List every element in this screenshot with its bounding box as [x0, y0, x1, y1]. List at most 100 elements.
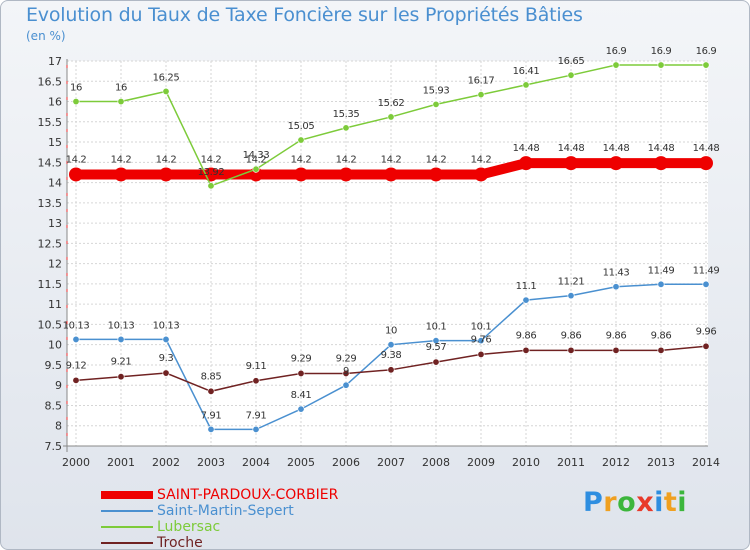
data-label-saint-pardoux-corbier: 14.48	[693, 143, 720, 154]
data-label-troche: 9.38	[381, 350, 402, 361]
data-point-saint-martin-sepert	[567, 292, 575, 300]
data-point-saint-martin-sepert	[162, 335, 170, 343]
x-tick-label: 2000	[62, 456, 90, 469]
data-point-troche	[297, 369, 305, 377]
data-point-lubersac	[342, 124, 350, 132]
data-point-lubersac	[117, 98, 125, 106]
y-tick-label: 15	[48, 136, 62, 149]
x-tick-label: 2012	[602, 456, 630, 469]
data-point-saint-pardoux-corbier	[519, 156, 533, 171]
data-point-troche	[657, 346, 665, 354]
data-point-lubersac	[252, 165, 260, 173]
data-point-saint-martin-sepert	[117, 335, 125, 343]
y-tick-label: 14.5	[38, 156, 63, 169]
x-tick-label: 2006	[332, 456, 360, 469]
y-tick-label: 8	[55, 420, 62, 433]
data-label-lubersac: 16.65	[558, 56, 585, 67]
data-label-saint-martin-sepert: 11.49	[648, 265, 675, 276]
x-tick-label: 2008	[422, 456, 450, 469]
data-label-lubersac: 16.9	[606, 46, 627, 57]
data-point-lubersac	[162, 87, 170, 95]
unit-label: (en %)	[26, 29, 66, 43]
data-label-troche: 9.57	[426, 342, 447, 353]
legend-label: Saint-Martin-Sepert	[157, 503, 294, 519]
data-label-troche: 9.29	[336, 353, 357, 364]
data-point-saint-pardoux-corbier	[609, 156, 623, 171]
y-tick-label: 12	[48, 258, 62, 271]
x-tick-label: 2007	[377, 456, 405, 469]
data-label-saint-pardoux-corbier: 14.2	[336, 154, 357, 165]
data-point-saint-pardoux-corbier	[69, 167, 83, 182]
data-label-saint-martin-sepert: 11.21	[558, 277, 585, 288]
y-tick-label: 10	[48, 339, 62, 352]
y-tick-label: 9	[55, 379, 62, 392]
data-label-lubersac: 15.05	[288, 121, 315, 132]
proxiti-logo: Proxiti	[583, 487, 687, 518]
data-label-lubersac: 16.17	[468, 76, 495, 87]
data-label-saint-pardoux-corbier: 14.2	[291, 154, 312, 165]
data-label-lubersac: 16.41	[513, 66, 540, 77]
data-point-saint-pardoux-corbier	[429, 167, 443, 182]
data-point-saint-pardoux-corbier	[294, 167, 308, 182]
data-point-troche	[522, 346, 530, 354]
legend-label: Troche	[157, 535, 203, 550]
data-label-saint-pardoux-corbier: 14.2	[246, 154, 267, 165]
data-point-troche	[72, 376, 80, 384]
data-point-saint-pardoux-corbier	[114, 167, 128, 182]
data-point-saint-martin-sepert	[522, 296, 530, 304]
data-point-lubersac	[657, 61, 665, 69]
data-label-saint-martin-sepert: 8.41	[291, 390, 312, 401]
data-point-troche	[612, 346, 620, 354]
data-point-saint-martin-sepert	[702, 280, 710, 288]
y-tick-label: 9.5	[45, 359, 63, 372]
data-point-lubersac	[702, 61, 710, 69]
data-label-saint-pardoux-corbier: 14.2	[201, 154, 222, 165]
logo-letter: o	[617, 487, 637, 518]
data-label-saint-pardoux-corbier: 14.2	[66, 154, 87, 165]
logo-letter: r	[603, 487, 618, 518]
data-label-lubersac: 16.25	[153, 72, 180, 83]
data-label-saint-pardoux-corbier: 14.2	[426, 154, 447, 165]
data-label-troche: 9.86	[606, 330, 627, 341]
y-tick-label: 7.5	[45, 440, 63, 453]
y-tick-label: 13.5	[38, 197, 63, 210]
data-point-lubersac	[72, 98, 80, 106]
y-tick-label: 13	[48, 217, 62, 230]
data-point-troche	[162, 369, 170, 377]
data-label-lubersac: 16.9	[696, 46, 717, 57]
data-label-lubersac: 15.93	[423, 85, 450, 96]
data-point-saint-pardoux-corbier	[159, 167, 173, 182]
y-tick-label: 14	[48, 177, 62, 190]
data-label-lubersac: 14.33	[243, 150, 270, 161]
data-point-troche	[477, 350, 485, 358]
logo-letter: x	[636, 487, 655, 518]
data-point-troche	[387, 366, 395, 374]
data-label-lubersac: 16	[70, 83, 82, 94]
data-label-troche: 9.3	[159, 353, 174, 364]
data-point-lubersac	[387, 113, 395, 121]
data-point-saint-martin-sepert	[72, 335, 80, 343]
legend-swatch	[101, 491, 153, 499]
data-point-lubersac	[612, 61, 620, 69]
data-point-saint-pardoux-corbier	[339, 167, 353, 182]
y-tick-label: 11.5	[38, 278, 63, 291]
logo-letter: t	[663, 487, 678, 518]
data-label-troche: 9.86	[561, 330, 582, 341]
data-point-saint-pardoux-corbier	[699, 156, 713, 171]
x-tick-label: 2010	[512, 456, 540, 469]
data-point-lubersac	[207, 182, 215, 190]
data-label-lubersac: 15.62	[378, 98, 405, 109]
data-point-troche	[252, 377, 260, 385]
data-label-saint-pardoux-corbier: 14.48	[648, 143, 675, 154]
x-tick-label: 2005	[287, 456, 315, 469]
data-label-saint-martin-sepert: 10.13	[108, 320, 135, 331]
data-point-lubersac	[567, 71, 575, 79]
y-tick-label: 8.5	[45, 399, 63, 412]
data-label-saint-martin-sepert: 10	[385, 326, 397, 337]
y-tick-label: 16.5	[38, 75, 63, 88]
plot-area	[67, 61, 708, 446]
data-point-saint-martin-sepert	[297, 405, 305, 413]
data-label-saint-martin-sepert: 7.91	[246, 410, 267, 421]
data-point-saint-martin-sepert	[207, 425, 215, 433]
